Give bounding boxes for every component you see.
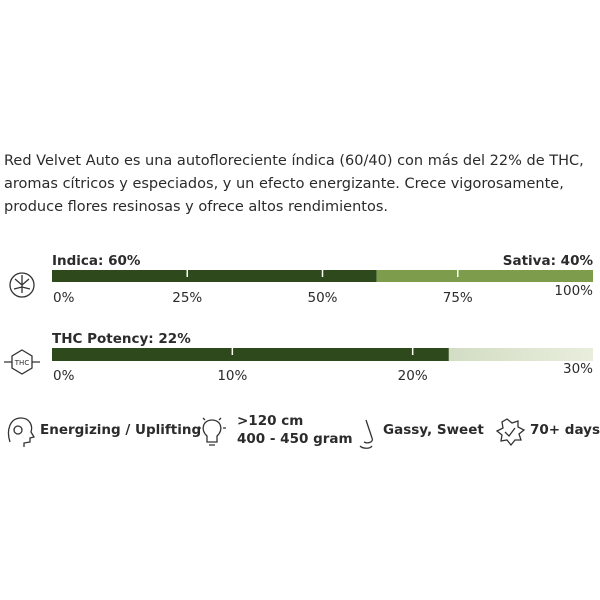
feature-text: Energizing / Uplifting <box>40 422 201 438</box>
tick-label: 20% <box>398 368 428 384</box>
thc-bar <box>52 348 449 361</box>
tick-label: 75% <box>443 290 473 306</box>
flowering-icon <box>495 418 526 447</box>
ratio-label: Sativa: 40% <box>503 253 594 269</box>
tick-label: 50% <box>307 290 337 306</box>
tick-label: 0% <box>53 290 75 306</box>
feature-text: >120 cm <box>237 413 303 429</box>
tick-label: 0% <box>53 368 75 384</box>
ratio-segment <box>52 270 377 282</box>
feature-text: 400 - 450 gram <box>237 431 353 447</box>
ratio-label: Indica: 60% <box>52 253 141 269</box>
tick-label: 30% <box>563 361 593 377</box>
aroma-icon <box>359 419 374 449</box>
effect-icon <box>7 417 36 447</box>
thc-icon: THC <box>4 349 40 375</box>
tick-label: 10% <box>217 368 247 384</box>
genetics-icon <box>9 272 35 298</box>
feature-text: 70+ days <box>530 422 600 438</box>
svg-text:THC: THC <box>14 359 30 367</box>
tick-label: 100% <box>554 283 593 299</box>
description-line: produce flores resinosas y ofrece altos … <box>4 199 388 215</box>
description-line: Red Velvet Auto es una autofloreciente í… <box>4 153 584 169</box>
ratio-segment <box>376 270 593 282</box>
description-line: aromas cítricos y especiados, y un efect… <box>4 176 564 192</box>
thc-label: THC Potency: 22% <box>52 331 191 347</box>
yield-icon <box>198 417 226 446</box>
tick-label: 25% <box>172 290 202 306</box>
feature-text: Gassy, Sweet <box>383 422 484 438</box>
